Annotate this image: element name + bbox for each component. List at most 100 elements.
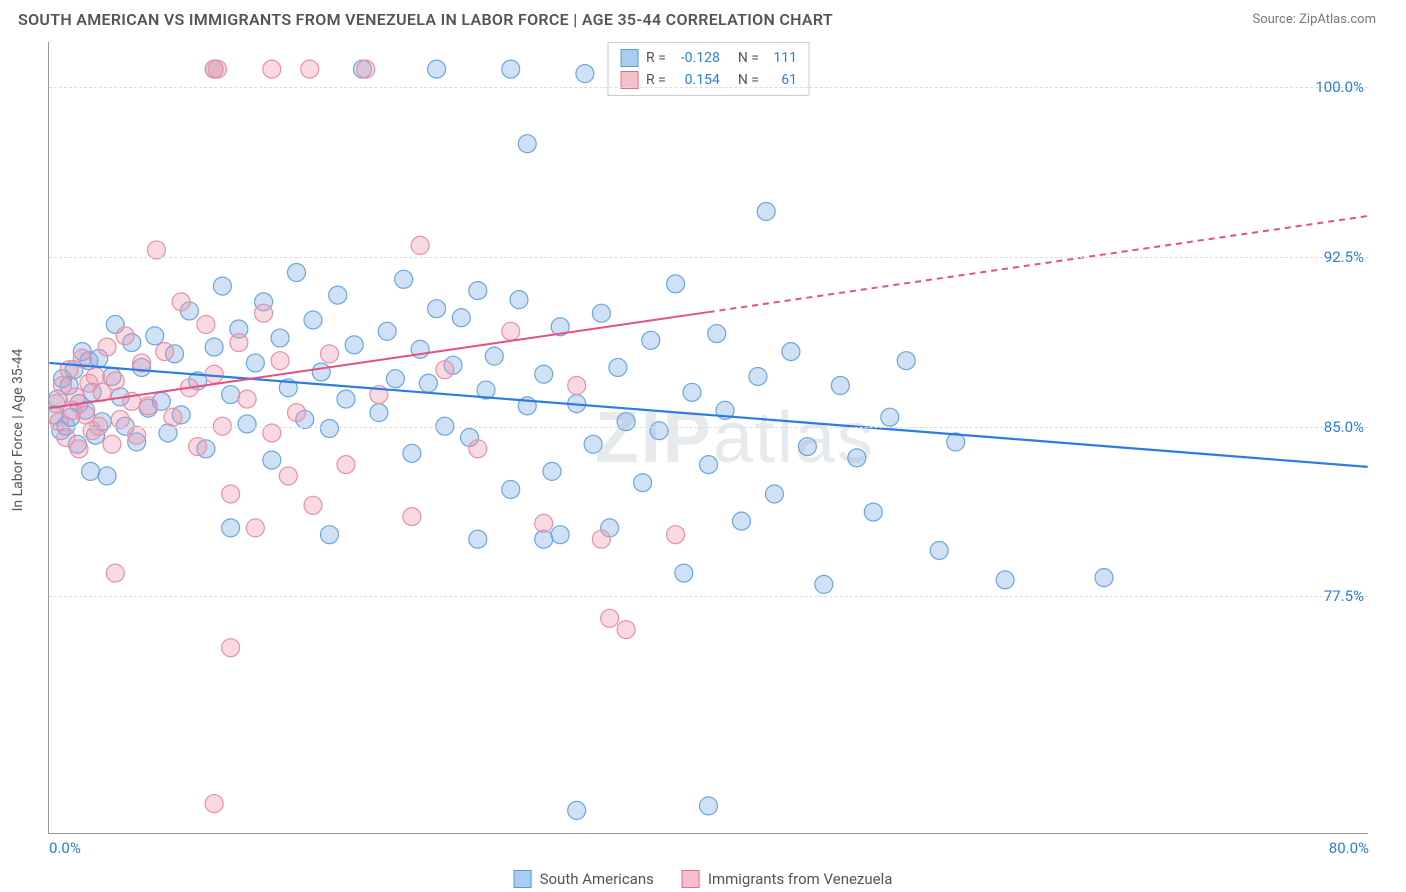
chart-title: SOUTH AMERICAN VS IMMIGRANTS FROM VENEZU… <box>18 10 833 29</box>
data-point <box>255 304 273 322</box>
data-point <box>205 60 223 78</box>
data-point <box>77 406 95 424</box>
data-point <box>111 388 129 406</box>
data-point <box>897 352 915 370</box>
x-tick-label: 80.0% <box>1329 839 1369 857</box>
data-point <box>80 352 98 370</box>
data-point <box>73 349 91 367</box>
data-point <box>180 379 198 397</box>
data-point <box>197 316 215 334</box>
y-tick-label: 100.0% <box>1315 78 1370 96</box>
data-point <box>279 467 297 485</box>
data-point <box>80 374 98 392</box>
data-point <box>49 406 63 424</box>
data-point <box>864 503 882 521</box>
stats-r-value: -0.128 <box>674 50 720 66</box>
data-point <box>601 519 619 537</box>
data-point <box>749 367 767 385</box>
data-point <box>166 345 184 363</box>
data-point <box>320 526 338 544</box>
data-point <box>1095 569 1113 587</box>
data-point <box>592 304 610 322</box>
data-point <box>543 462 561 480</box>
data-point <box>518 397 536 415</box>
data-point <box>65 361 83 379</box>
data-point <box>469 282 487 300</box>
data-point <box>675 564 693 582</box>
data-point <box>172 293 190 311</box>
data-point <box>345 336 363 354</box>
data-point <box>301 60 319 78</box>
data-point <box>288 404 306 422</box>
data-point <box>238 390 256 408</box>
data-point <box>152 392 170 410</box>
data-point <box>320 345 338 363</box>
data-point <box>403 444 421 462</box>
data-point <box>246 519 264 537</box>
data-point <box>230 334 248 352</box>
data-point <box>98 338 116 356</box>
data-point <box>395 270 413 288</box>
data-point <box>208 60 226 78</box>
data-point <box>477 381 495 399</box>
data-point <box>70 440 88 458</box>
data-point <box>584 435 602 453</box>
data-point <box>123 392 141 410</box>
trend-line-dashed <box>709 216 1368 312</box>
legend-swatch <box>620 49 638 67</box>
data-point <box>180 302 198 320</box>
data-point <box>60 377 78 395</box>
data-point <box>947 433 965 451</box>
trend-line <box>49 363 1367 467</box>
data-point <box>551 526 569 544</box>
data-point <box>815 575 833 593</box>
data-point <box>238 415 256 433</box>
data-point <box>133 354 151 372</box>
data-point <box>139 399 157 417</box>
data-point <box>106 372 124 390</box>
data-point <box>848 449 866 467</box>
data-point <box>263 451 281 469</box>
data-point <box>732 512 750 530</box>
data-point <box>123 334 141 352</box>
data-point <box>444 356 462 374</box>
data-point <box>411 236 429 254</box>
data-point <box>106 564 124 582</box>
data-point <box>469 530 487 548</box>
stats-n-label: N = <box>738 50 759 66</box>
data-point <box>617 413 635 431</box>
data-point <box>708 325 726 343</box>
data-point <box>83 383 101 401</box>
data-point <box>568 801 586 819</box>
data-point <box>103 367 121 385</box>
data-point <box>642 331 660 349</box>
data-point <box>535 530 553 548</box>
data-point <box>82 462 100 480</box>
data-point <box>67 388 85 406</box>
data-point <box>617 621 635 639</box>
y-tick-label: 85.0% <box>1324 418 1370 436</box>
data-point <box>172 406 190 424</box>
trend-line <box>49 312 708 408</box>
watermark: ZIPatlas <box>595 397 875 479</box>
data-point <box>49 395 65 413</box>
grid-line <box>49 257 1368 258</box>
data-point <box>77 401 95 419</box>
data-point <box>428 60 446 78</box>
data-point <box>93 413 111 431</box>
data-point <box>304 311 322 329</box>
data-point <box>461 429 479 447</box>
stats-n-value: 111 <box>767 50 797 66</box>
data-point <box>386 370 404 388</box>
data-point <box>312 363 330 381</box>
data-point <box>116 327 134 345</box>
data-point <box>716 401 734 419</box>
data-point <box>52 422 70 440</box>
data-point <box>146 327 164 345</box>
data-point <box>757 203 775 221</box>
data-point <box>197 440 215 458</box>
stats-row: R =-0.128N =111 <box>620 47 797 69</box>
grid-line <box>49 596 1368 597</box>
legend-label: Immigrants from Venezuela <box>708 870 893 888</box>
data-point <box>83 422 101 440</box>
